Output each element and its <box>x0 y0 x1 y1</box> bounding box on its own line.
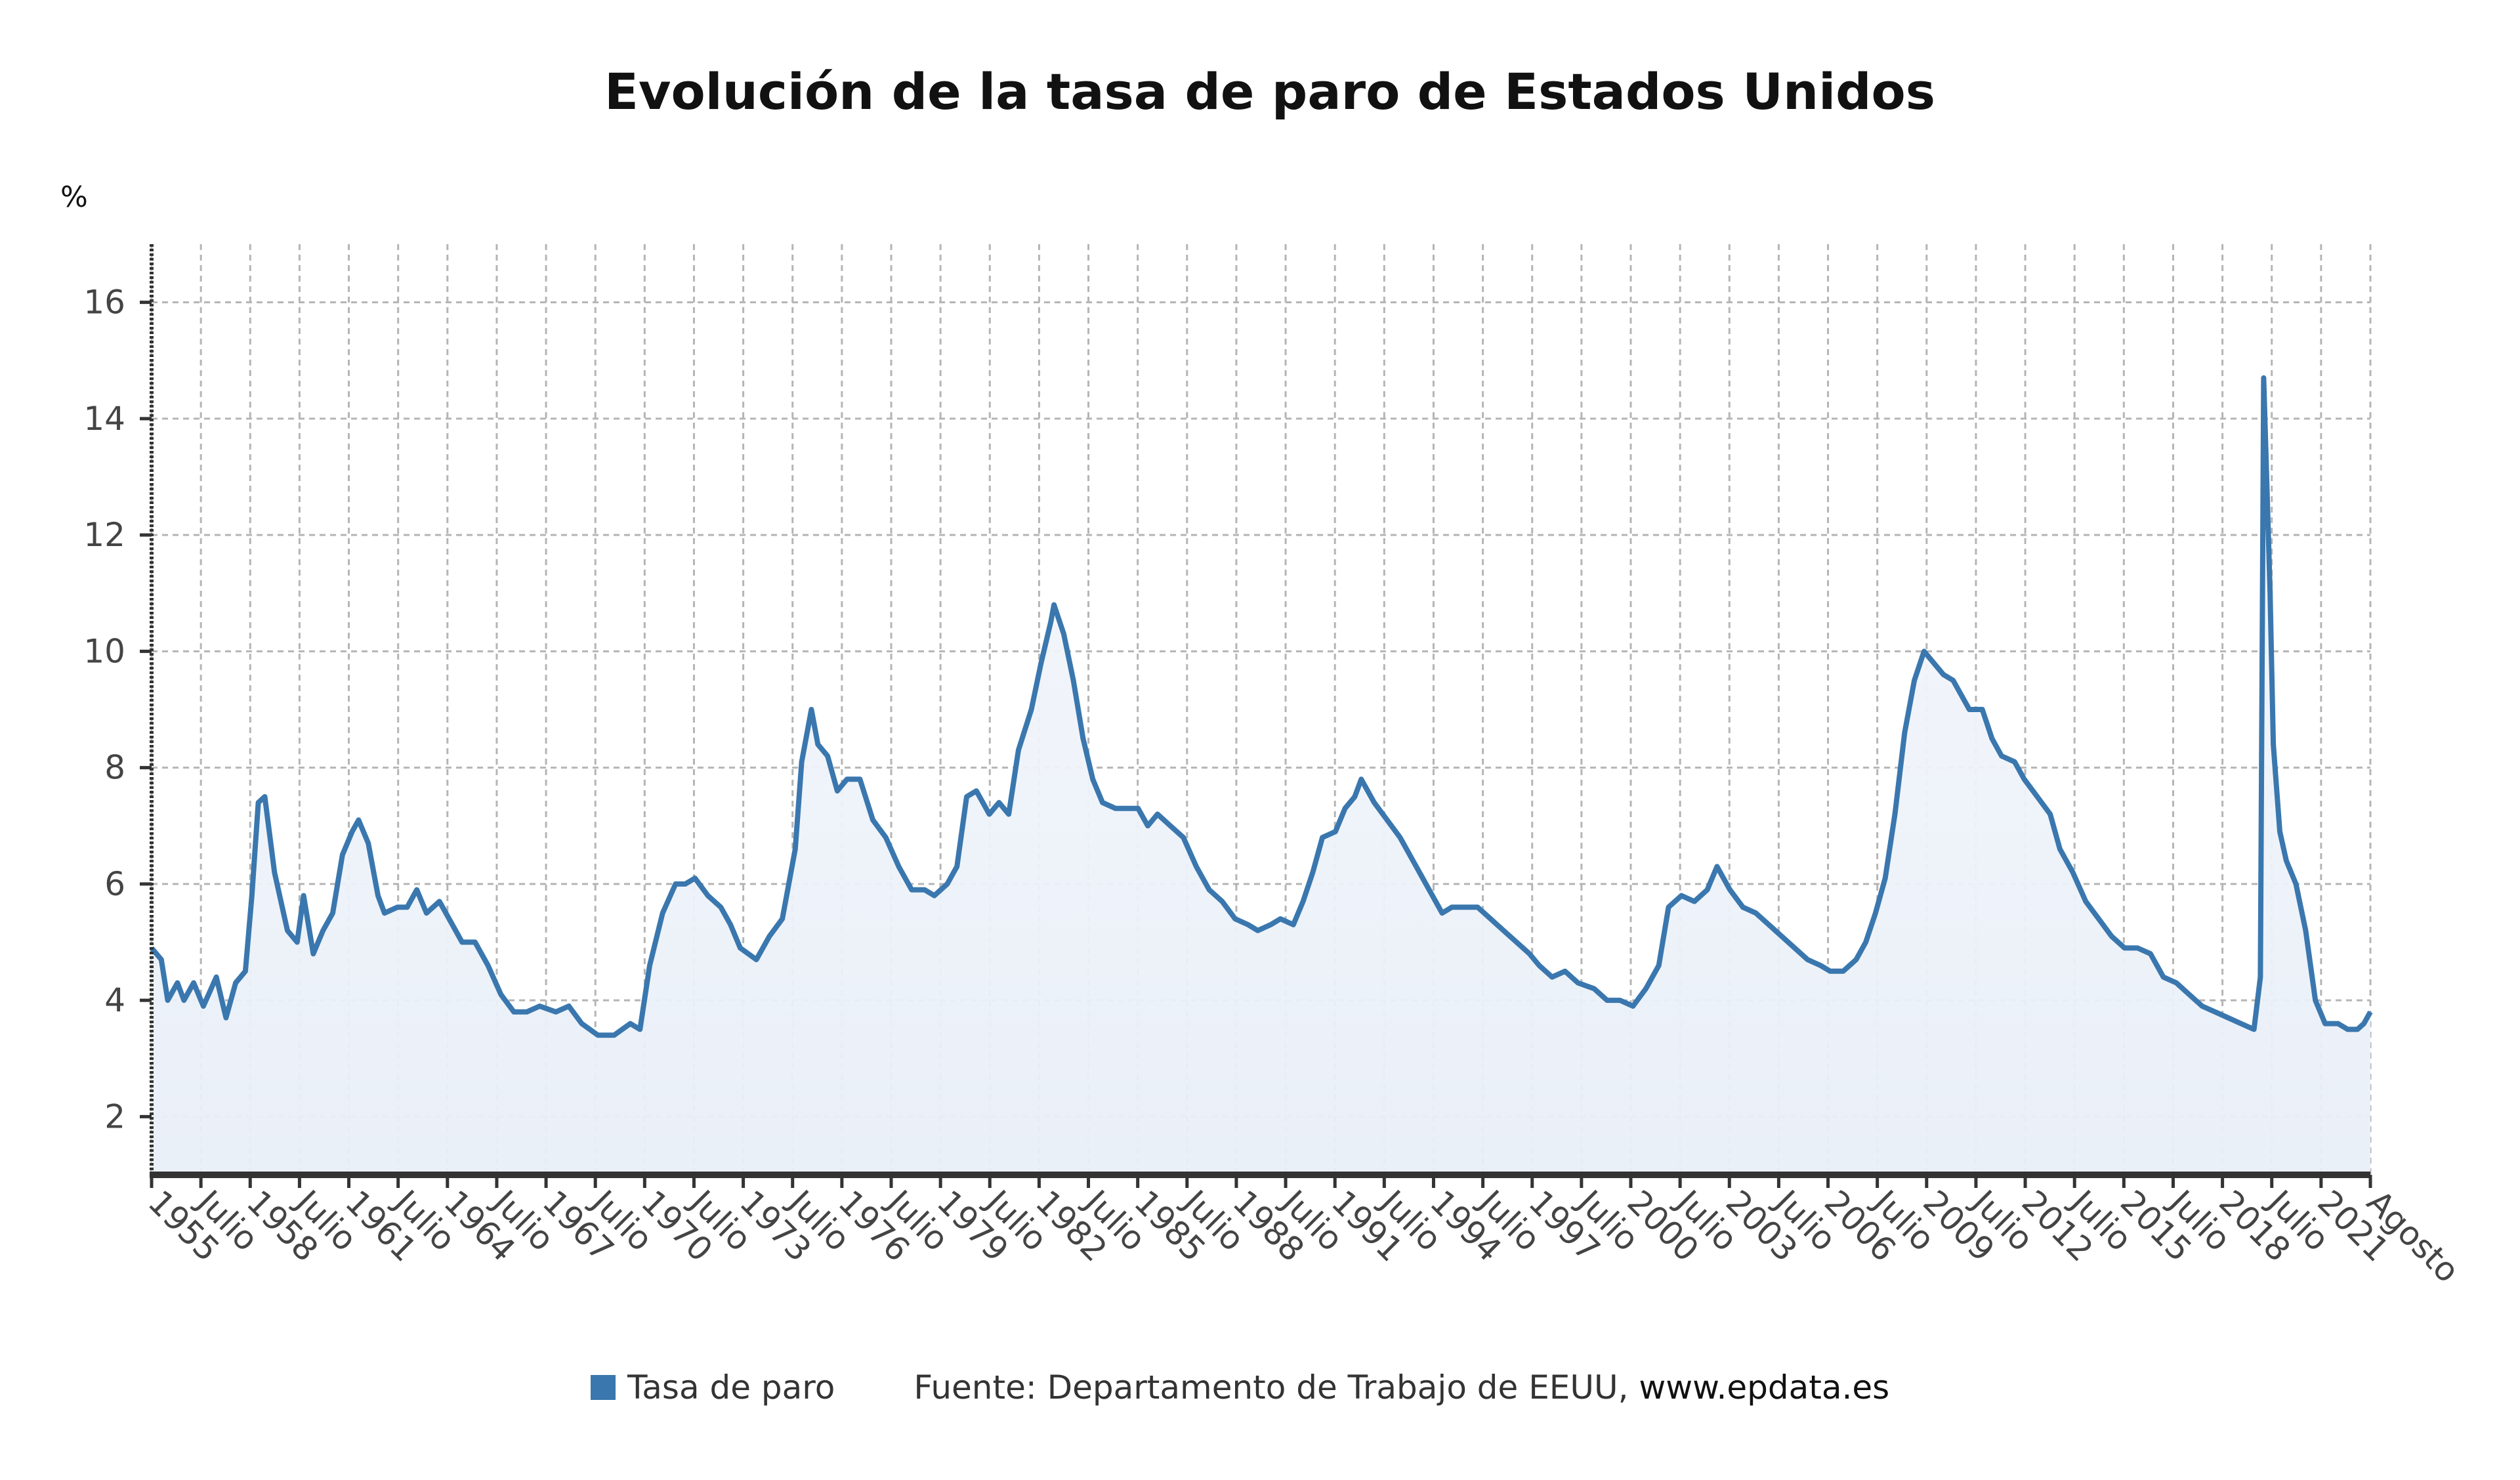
y-tick-label: 4 <box>104 981 125 1019</box>
area-layer <box>149 375 2373 1175</box>
axes <box>140 244 2372 1188</box>
x-tick-labels: 1955Julio1958Julio1961Julio1964Julio1967… <box>141 1181 2467 1290</box>
series-area-fill <box>152 377 2370 1175</box>
y-tick-label: 8 <box>104 749 125 787</box>
y-tick-label: 12 <box>83 516 125 554</box>
y-tick-label: 6 <box>104 865 125 903</box>
y-tick-label: 14 <box>83 400 125 438</box>
source-note: Fuente: Departamento de Trabajo de EEUU,… <box>914 1368 1889 1406</box>
legend-swatch <box>591 1375 616 1400</box>
legend-label: Tasa de paro <box>627 1368 835 1406</box>
source-site: www.epdata.es <box>1639 1368 1890 1406</box>
y-tick-labels: 2 4 6 8 10 12 14 16 <box>83 284 125 1136</box>
source-text: Fuente: Departamento de Trabajo de EEUU, <box>914 1368 1629 1406</box>
y-tick-label: 10 <box>83 632 125 670</box>
y-axis-unit-label: % <box>60 180 88 214</box>
y-tick-label: 16 <box>83 284 125 322</box>
y-tick-label: 2 <box>104 1097 125 1135</box>
chart-title: Evolución de la tasa de paro de Estados … <box>604 62 1935 121</box>
legend: Tasa de paro Fuente: Departamento de Tra… <box>591 1368 1889 1406</box>
